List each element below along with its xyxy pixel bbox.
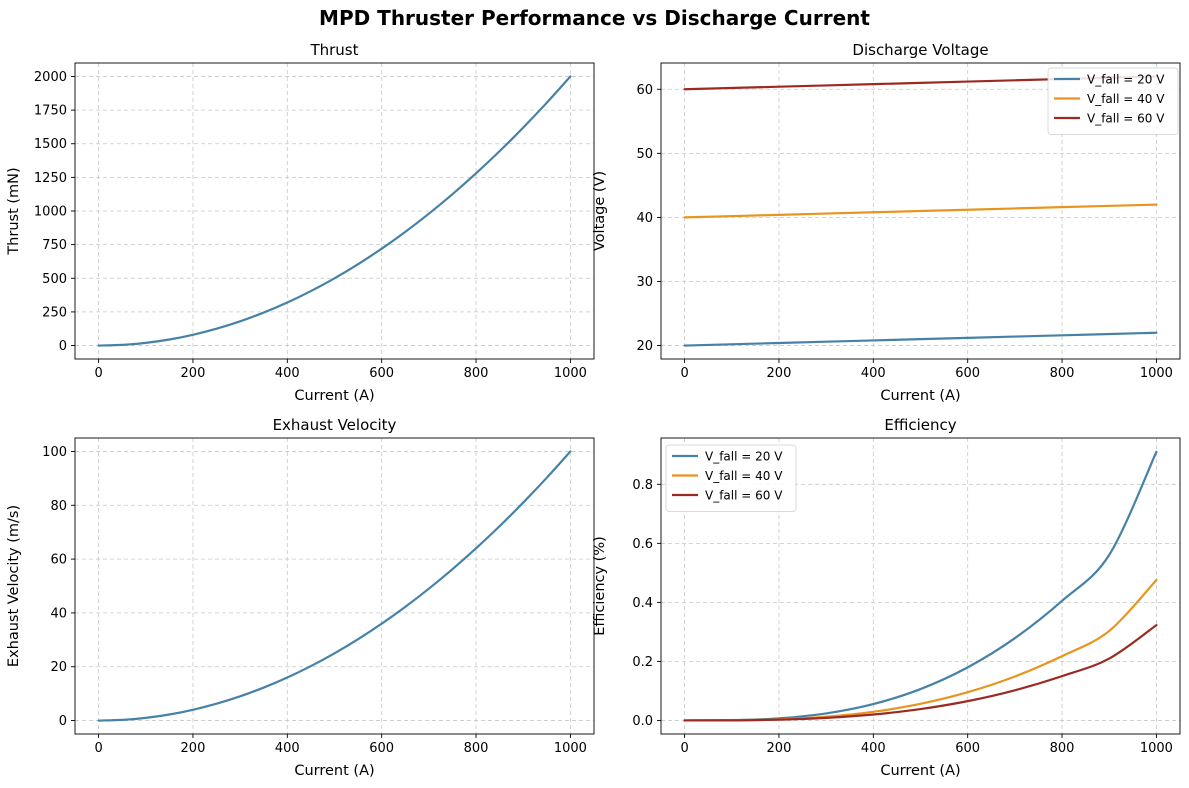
chart-efficiency-xtick-label: 200	[767, 741, 792, 756]
chart-exhaust-ytick-label: 20	[50, 660, 67, 675]
chart-exhaust-series-line-0	[97, 450, 572, 722]
chart-voltage-ytick-label: 20	[636, 339, 653, 354]
chart-exhaust-xtick-label: 200	[181, 741, 206, 756]
chart-thrust-xtick-label: 600	[369, 366, 394, 381]
chart-efficiency-ytick-label: 0.8	[632, 478, 653, 493]
chart-efficiency-ytick-label: 0.6	[632, 537, 653, 552]
chart-efficiency-axes-frame	[660, 437, 1181, 735]
chart-exhaust-ytick-label: 0	[59, 714, 67, 729]
chart-efficiency-xlabel: Current (A)	[880, 763, 960, 779]
chart-exhaust-axes-frame	[74, 437, 595, 735]
chart-thrust-ytick-label: 2000	[34, 70, 67, 85]
chart-voltage-legend-label-1: V_fall = 40 V	[1087, 92, 1165, 106]
chart-voltage-title: Discharge Voltage	[852, 41, 988, 59]
chart-voltage-ylabel: Voltage (V)	[592, 171, 608, 251]
chart-voltage-legend-label-2: V_fall = 60 V	[1087, 111, 1165, 125]
chart-thrust-xlabel: Current (A)	[294, 388, 374, 404]
chart-thrust-ytick-label: 250	[42, 305, 67, 320]
chart-efficiency-legend-label-1: V_fall = 40 V	[705, 469, 783, 483]
chart-efficiency-title: Efficiency	[884, 416, 956, 434]
chart-voltage-legend-label-0: V_fall = 20 V	[1087, 72, 1165, 86]
chart-voltage-xtick-label: 0	[680, 366, 688, 381]
chart-efficiency-ylabel: Efficiency (%)	[592, 536, 608, 636]
chart-thrust-xtick-label: 200	[181, 366, 206, 381]
chart-efficiency-legend-label-2: V_fall = 60 V	[705, 488, 783, 502]
chart-thrust-xtick-label: 800	[464, 366, 489, 381]
chart-thrust-ytick-label: 750	[42, 238, 67, 253]
chart-efficiency-ytick-label: 0.2	[632, 655, 653, 670]
chart-exhaust-xtick-label: 600	[369, 741, 394, 756]
chart-exhaust-ylabel: Exhaust Velocity (m/s)	[6, 505, 22, 667]
chart-voltage-series-line-0	[683, 331, 1158, 347]
chart-thrust-xtick-label: 400	[275, 366, 300, 381]
chart-voltage-ytick-label: 60	[636, 83, 653, 98]
chart-efficiency-xtick-label: 600	[955, 741, 980, 756]
chart-exhaust-ytick-label: 40	[50, 606, 67, 621]
chart-efficiency-xtick-label: 400	[861, 741, 886, 756]
chart-thrust-xtick-label: 0	[94, 366, 102, 381]
chart-exhaust-ytick-label: 80	[50, 499, 67, 514]
figure-title: MPD Thruster Performance vs Discharge Cu…	[319, 6, 870, 30]
chart-voltage-ytick-label: 30	[636, 275, 653, 290]
chart-thrust-xtick-label: 1000	[554, 366, 587, 381]
chart-thrust-ytick-label: 1500	[34, 137, 67, 152]
chart-exhaust-ytick-label: 60	[50, 553, 67, 568]
chart-efficiency-legend-label-0: V_fall = 20 V	[705, 449, 783, 463]
chart-exhaust-ytick-label: 100	[42, 445, 67, 460]
chart-exhaust-xtick-label: 800	[464, 741, 489, 756]
chart-efficiency-series-line-2	[683, 624, 1158, 722]
thrust-subplot: 0 200 400 600 800 1000 0 250 500 750 1000 1250 1500 1…	[6, 41, 595, 404]
chart-efficiency-xtick-label: 800	[1050, 741, 1075, 756]
chart-thrust-title: Thrust	[309, 41, 358, 59]
chart-exhaust-xlabel: Current (A)	[294, 763, 374, 779]
chart-voltage-ytick-label: 40	[636, 211, 653, 226]
chart-voltage-ytick-label: 50	[636, 147, 653, 162]
chart-exhaust-title: Exhaust Velocity	[273, 416, 397, 434]
efficiency-subplot: 0 200 400 600 800 1000 0.0 0.2 0.4 0.6 0.8 Efficien…	[592, 416, 1181, 779]
chart-efficiency-ytick-label: 0.0	[632, 714, 653, 729]
chart-exhaust-xtick-label: 400	[275, 741, 300, 756]
chart-voltage-xtick-label: 800	[1050, 366, 1075, 381]
chart-thrust-ytick-label: 0	[59, 339, 67, 354]
chart-voltage-xtick-label: 200	[767, 366, 792, 381]
chart-thrust-ytick-label: 1750	[34, 104, 67, 119]
chart-voltage-xtick-label: 400	[861, 366, 886, 381]
chart-voltage-xtick-label: 600	[955, 366, 980, 381]
chart-thrust-ytick-label: 1250	[34, 171, 67, 186]
voltage-subplot: 0 200 400 600 800 1000 20 30 40 50 60 Discharge Vol…	[592, 41, 1181, 404]
chart-efficiency-legend-box	[665, 444, 797, 512]
chart-voltage-series-line-1	[683, 203, 1158, 219]
chart-efficiency-ytick-label: 0.4	[632, 596, 653, 611]
chart-thrust-series-line-0	[97, 75, 572, 347]
chart-thrust-ylabel: Thrust (mN)	[6, 167, 22, 255]
exhaust-velocity-subplot: 0 200 400 600 800 1000 0 20 40 60 80 100 Exhaust Vel…	[6, 416, 595, 779]
chart-efficiency-series-line-1	[683, 578, 1158, 722]
chart-voltage-xlabel: Current (A)	[880, 388, 960, 404]
chart-exhaust-xtick-label: 1000	[554, 741, 587, 756]
chart-voltage-xtick-label: 1000	[1140, 366, 1173, 381]
chart-exhaust-xtick-label: 0	[94, 741, 102, 756]
chart-voltage-axes-frame	[660, 62, 1181, 360]
chart-thrust-ytick-label: 1000	[34, 205, 67, 220]
chart-voltage-legend-box	[1047, 67, 1179, 135]
chart-thrust-ytick-label: 500	[42, 272, 67, 287]
chart-efficiency-xtick-label: 1000	[1140, 741, 1173, 756]
chart-efficiency-xtick-label: 0	[680, 741, 688, 756]
